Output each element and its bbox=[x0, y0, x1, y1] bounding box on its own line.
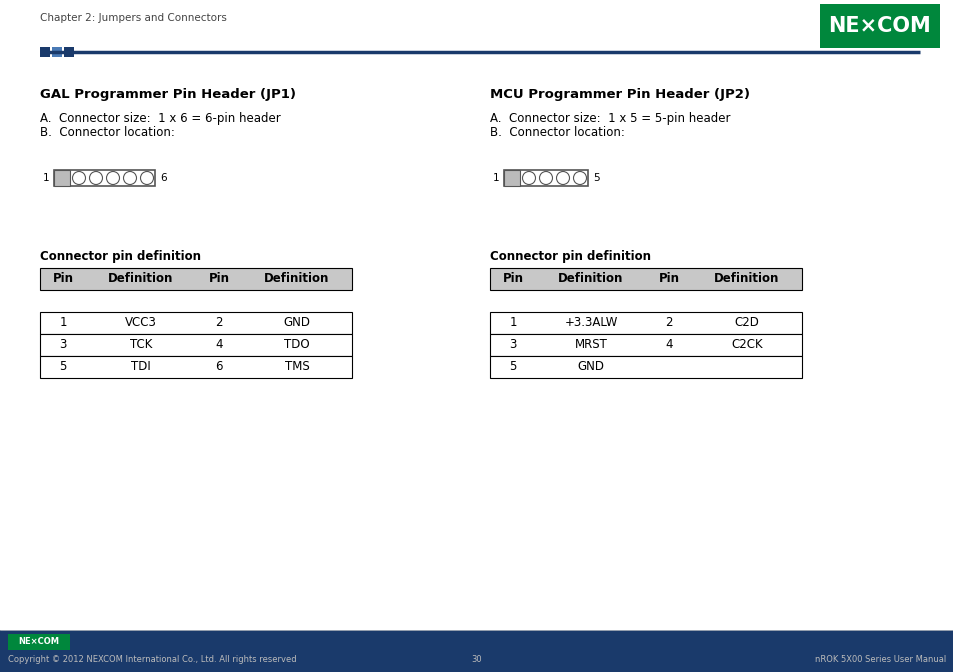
Text: TDO: TDO bbox=[284, 339, 310, 351]
Text: Connector pin definition: Connector pin definition bbox=[40, 250, 201, 263]
Text: 5: 5 bbox=[509, 360, 517, 374]
Text: A.  Connector size:  1 x 6 = 6-pin header: A. Connector size: 1 x 6 = 6-pin header bbox=[40, 112, 280, 125]
Text: 4: 4 bbox=[215, 339, 222, 351]
Bar bbox=[490, 334, 801, 356]
Text: 1: 1 bbox=[509, 317, 517, 329]
Text: MCU Programmer Pin Header (JP2): MCU Programmer Pin Header (JP2) bbox=[490, 88, 749, 101]
Bar bbox=[490, 268, 801, 290]
Bar bbox=[8, 634, 70, 650]
Text: 5: 5 bbox=[593, 173, 599, 183]
Text: Pin: Pin bbox=[502, 273, 523, 286]
Bar bbox=[503, 170, 587, 186]
Bar bbox=[40, 356, 352, 378]
Text: Definition: Definition bbox=[109, 273, 173, 286]
Text: NE×COM: NE×COM bbox=[18, 638, 59, 646]
Text: 3: 3 bbox=[59, 339, 67, 351]
Text: C2CK: C2CK bbox=[730, 339, 762, 351]
Bar bbox=[64, 47, 74, 57]
Text: 30: 30 bbox=[471, 655, 482, 665]
Text: 6: 6 bbox=[160, 173, 167, 183]
Text: Pin: Pin bbox=[658, 273, 679, 286]
Text: 1: 1 bbox=[59, 317, 67, 329]
Text: GND: GND bbox=[577, 360, 604, 374]
Text: GAL Programmer Pin Header (JP1): GAL Programmer Pin Header (JP1) bbox=[40, 88, 295, 101]
Text: Chapter 2: Jumpers and Connectors: Chapter 2: Jumpers and Connectors bbox=[40, 13, 227, 23]
Text: A.  Connector size:  1 x 5 = 5-pin header: A. Connector size: 1 x 5 = 5-pin header bbox=[490, 112, 730, 125]
Text: NE×COM: NE×COM bbox=[828, 16, 930, 36]
Bar bbox=[490, 312, 801, 334]
Bar bbox=[40, 268, 352, 290]
Bar bbox=[40, 312, 352, 334]
Text: 1: 1 bbox=[492, 173, 498, 183]
Bar bbox=[54, 170, 154, 186]
Text: MRST: MRST bbox=[574, 339, 607, 351]
Text: 1: 1 bbox=[42, 173, 49, 183]
Text: 2: 2 bbox=[215, 317, 222, 329]
Text: B.  Connector location:: B. Connector location: bbox=[490, 126, 624, 139]
Bar bbox=[40, 334, 352, 356]
Bar bbox=[503, 170, 519, 186]
Text: B.  Connector location:: B. Connector location: bbox=[40, 126, 174, 139]
Text: +3.3ALW: +3.3ALW bbox=[564, 317, 617, 329]
Text: Pin: Pin bbox=[52, 273, 73, 286]
Bar bbox=[40, 47, 50, 57]
Bar bbox=[54, 170, 70, 186]
Text: 2: 2 bbox=[664, 317, 672, 329]
Text: nROK 5X00 Series User Manual: nROK 5X00 Series User Manual bbox=[814, 655, 945, 665]
Text: 5: 5 bbox=[59, 360, 67, 374]
Text: TMS: TMS bbox=[284, 360, 309, 374]
Bar bbox=[490, 356, 801, 378]
Text: VCC3: VCC3 bbox=[125, 317, 157, 329]
Text: 6: 6 bbox=[215, 360, 222, 374]
Bar bbox=[0, 630, 953, 672]
Text: Definition: Definition bbox=[714, 273, 779, 286]
Text: C2D: C2D bbox=[734, 317, 759, 329]
Text: GND: GND bbox=[283, 317, 310, 329]
Text: TCK: TCK bbox=[130, 339, 152, 351]
Text: Definition: Definition bbox=[264, 273, 330, 286]
Bar bbox=[820, 4, 939, 48]
Bar bbox=[52, 47, 62, 57]
Text: Copyright © 2012 NEXCOM International Co., Ltd. All rights reserved: Copyright © 2012 NEXCOM International Co… bbox=[8, 655, 296, 665]
Text: 3: 3 bbox=[509, 339, 517, 351]
Text: 4: 4 bbox=[664, 339, 672, 351]
Text: Pin: Pin bbox=[209, 273, 230, 286]
Text: Definition: Definition bbox=[558, 273, 623, 286]
Text: Connector pin definition: Connector pin definition bbox=[490, 250, 650, 263]
Text: TDI: TDI bbox=[131, 360, 151, 374]
